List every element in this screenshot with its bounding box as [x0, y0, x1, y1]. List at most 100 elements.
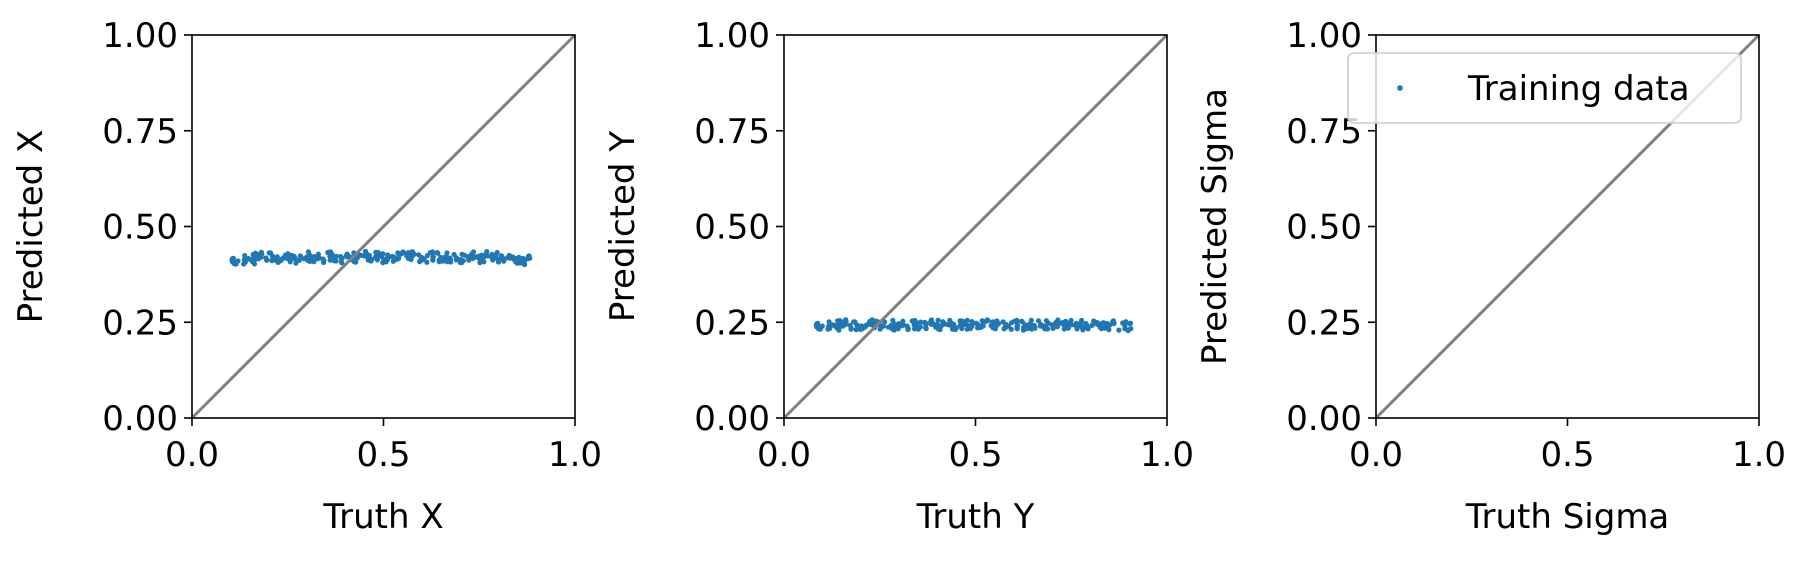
- data-point: [409, 249, 415, 255]
- data-point: [1061, 326, 1067, 332]
- x-axis-label: Truth X: [322, 497, 443, 537]
- data-point: [1057, 320, 1063, 326]
- data-point: [854, 323, 860, 329]
- data-point: [1003, 323, 1009, 330]
- data-point: [877, 326, 883, 332]
- data-point: [242, 259, 248, 265]
- data-point: [416, 252, 422, 258]
- reference-line: [782, 33, 1169, 420]
- data-point: [979, 318, 985, 324]
- data-point: [380, 260, 386, 266]
- data-point: [1028, 317, 1034, 323]
- data-point: [969, 323, 975, 329]
- data-point: [494, 249, 500, 256]
- data-point: [964, 326, 970, 332]
- data-point: [264, 257, 270, 263]
- data-point: [379, 253, 385, 259]
- y-tick-label: 0.00: [1286, 399, 1362, 439]
- data-point: [258, 249, 264, 255]
- reference-line: [190, 33, 577, 420]
- data-point: [297, 253, 303, 259]
- y-tick-label: 0.75: [102, 112, 178, 152]
- y-tick-label: 0.75: [694, 112, 770, 152]
- data-point: [1106, 327, 1112, 333]
- data-point: [827, 325, 833, 331]
- y-tick-label: 0.25: [102, 303, 178, 343]
- y-tick-label: 0.50: [694, 208, 770, 248]
- data-point: [1079, 317, 1085, 323]
- data-point: [957, 318, 963, 324]
- data-point: [959, 325, 965, 332]
- data-point: [466, 257, 472, 263]
- data-point: [354, 255, 360, 261]
- x-tick-label: 0.0: [757, 435, 811, 475]
- data-point: [1021, 325, 1027, 331]
- data-point: [338, 259, 344, 265]
- data-point: [1101, 325, 1107, 331]
- data-point: [460, 258, 466, 264]
- data-point: [1032, 325, 1038, 331]
- data-point: [1120, 320, 1126, 326]
- data-point: [385, 252, 391, 258]
- data-point: [513, 259, 519, 265]
- y-tick-label: 1.00: [1286, 16, 1362, 56]
- data-point: [1078, 323, 1085, 330]
- data-point: [1083, 320, 1089, 327]
- data-point: [445, 255, 451, 261]
- data-point: [1069, 322, 1075, 328]
- data-point: [245, 256, 252, 262]
- data-point: [881, 323, 887, 329]
- data-point: [484, 253, 490, 259]
- data-point: [830, 322, 836, 328]
- subplot-1: 0.0 0.5 1.0 0.00 0.25 0.50 0.75 1.00 Truth X Pred…: [11, 16, 602, 537]
- data-point: [266, 250, 272, 256]
- data-point: [935, 326, 942, 332]
- y-tick-label: 0.50: [102, 208, 178, 248]
- data-point: [451, 251, 457, 258]
- data-point: [373, 249, 379, 255]
- data-point: [346, 253, 352, 259]
- legend-marker: [1397, 85, 1403, 91]
- y-axis-label: Predicted Y: [603, 131, 643, 322]
- data-point: [885, 324, 892, 330]
- data-point: [522, 261, 528, 268]
- data-point: [489, 251, 495, 257]
- data-point: [333, 253, 339, 259]
- data-point: [894, 321, 901, 328]
- data-point: [366, 252, 372, 258]
- series-1-points: [229, 248, 533, 268]
- data-point: [1102, 320, 1108, 326]
- data-point: [848, 326, 854, 332]
- data-point: [333, 258, 339, 264]
- data-point: [843, 317, 849, 323]
- data-point: [1116, 327, 1122, 333]
- data-point: [851, 319, 857, 325]
- x-tick-label: 0.0: [165, 435, 219, 475]
- x-tick-label: 1.0: [1732, 435, 1786, 475]
- legend: Training data: [1347, 52, 1742, 124]
- data-point: [1097, 324, 1103, 330]
- x-axis-label: Truth Y: [916, 497, 1035, 537]
- data-point: [1063, 318, 1069, 324]
- data-point: [254, 251, 260, 257]
- x-tick-label: 0.0: [1349, 435, 1403, 475]
- series-1-points: [813, 317, 1134, 334]
- data-point: [1127, 320, 1133, 327]
- data-point: [494, 256, 500, 262]
- subplot-2: 0.0 0.5 1.0 0.00 0.25 0.50 0.75 1.00 Truth Y Pred…: [603, 16, 1194, 537]
- data-point: [1045, 326, 1051, 332]
- data-point: [1014, 319, 1020, 325]
- data-point: [337, 253, 343, 260]
- data-point: [484, 249, 490, 255]
- data-point: [385, 256, 391, 262]
- data-point: [448, 259, 454, 265]
- data-point: [430, 250, 436, 256]
- data-point: [305, 257, 311, 263]
- data-point: [395, 250, 401, 256]
- data-point: [1019, 318, 1025, 324]
- data-point: [401, 250, 407, 256]
- data-point: [526, 255, 532, 262]
- x-tick-label: 0.5: [948, 435, 1002, 475]
